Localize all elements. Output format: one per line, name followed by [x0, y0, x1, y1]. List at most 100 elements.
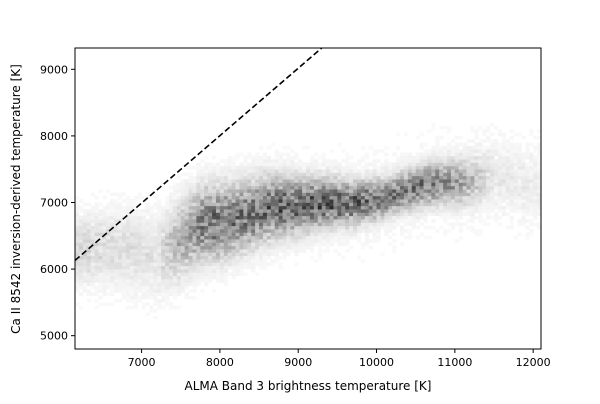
heatmap-cell	[270, 189, 276, 193]
heatmap-cell	[192, 242, 197, 247]
heatmap-cell	[403, 192, 409, 197]
heatmap-cell	[309, 235, 315, 240]
heatmap-cell	[470, 129, 475, 133]
heatmap-cell	[298, 185, 303, 190]
heatmap-cell	[82, 259, 88, 263]
heatmap-cell	[208, 269, 213, 273]
heatmap-cell	[94, 205, 99, 210]
heatmap-cell	[509, 135, 514, 140]
heatmap-cell	[376, 232, 381, 237]
heatmap-cell	[494, 192, 499, 197]
heatmap-cell	[368, 239, 373, 243]
heatmap-cell	[400, 199, 405, 203]
heatmap-cell	[466, 169, 471, 173]
heatmap-cell	[376, 195, 381, 200]
heatmap-cell	[325, 182, 330, 187]
heatmap-cell	[125, 199, 131, 203]
heatmap-cell	[313, 152, 319, 157]
heatmap-cell	[274, 149, 279, 153]
heatmap-cell	[106, 255, 111, 260]
heatmap-cell	[157, 242, 162, 247]
heatmap-cell	[337, 142, 342, 147]
heatmap-cell	[317, 199, 323, 203]
heatmap-cell	[313, 222, 319, 227]
heatmap-cell	[400, 169, 405, 173]
heatmap-cell	[501, 132, 507, 137]
heatmap-cell	[337, 242, 342, 247]
heatmap-cell	[345, 235, 350, 240]
heatmap-cell	[153, 275, 158, 280]
heatmap-cell	[208, 225, 213, 230]
heatmap-cell	[149, 245, 154, 250]
heatmap-cell	[501, 169, 507, 173]
heatmap-cell	[392, 189, 397, 193]
heatmap-cell	[345, 209, 350, 213]
heatmap-cell	[149, 225, 154, 230]
heatmap-cell	[286, 155, 291, 160]
heatmap-cell	[513, 132, 518, 137]
heatmap-cell	[427, 162, 432, 167]
heatmap-cell	[537, 199, 541, 203]
heatmap-cell	[313, 182, 319, 187]
heatmap-cell	[306, 242, 311, 247]
heatmap-cell	[204, 245, 209, 250]
heatmap-cell	[227, 242, 232, 247]
heatmap-cell	[501, 165, 507, 170]
heatmap-cell	[82, 252, 88, 257]
heatmap-cell	[392, 192, 397, 197]
heatmap-cell	[255, 162, 260, 167]
heatmap-cell	[262, 185, 268, 190]
heatmap-cell	[114, 255, 119, 260]
heatmap-cell	[86, 212, 91, 217]
heatmap-cell	[419, 232, 424, 237]
heatmap-cell	[192, 195, 197, 200]
heatmap-cell	[360, 172, 366, 177]
heatmap-cell	[125, 295, 131, 300]
heatmap-cell	[521, 175, 526, 180]
heatmap-cell	[282, 242, 287, 247]
heatmap-cell	[118, 275, 123, 280]
heatmap-cell	[157, 265, 162, 270]
heatmap-cell	[239, 239, 244, 243]
heatmap-cell	[157, 282, 162, 287]
heatmap-cell	[247, 189, 252, 193]
heatmap-cell	[255, 205, 260, 210]
heatmap-cell	[309, 239, 315, 243]
heatmap-cell	[458, 189, 463, 193]
heatmap-cell	[384, 199, 389, 203]
heatmap-cell	[176, 249, 182, 253]
heatmap-cell	[470, 212, 475, 217]
heatmap-cell	[509, 175, 514, 180]
heatmap-cell	[286, 205, 291, 210]
heatmap-cell	[497, 199, 503, 203]
heatmap-cell	[407, 232, 413, 237]
heatmap-cell	[192, 239, 197, 243]
heatmap-cell	[219, 202, 225, 207]
heatmap-cell	[372, 212, 377, 217]
heatmap-cell	[270, 199, 276, 203]
heatmap-cell	[294, 152, 299, 157]
heatmap-cell	[133, 262, 138, 267]
heatmap-cell	[235, 179, 240, 183]
heatmap-cell	[505, 159, 510, 163]
heatmap-cell	[110, 235, 115, 240]
heatmap-cell	[204, 269, 209, 273]
heatmap-cell	[215, 275, 221, 280]
heatmap-cell	[337, 212, 342, 217]
heatmap-cell	[262, 162, 268, 167]
heatmap-cell	[443, 192, 448, 197]
heatmap-cell	[141, 289, 146, 293]
heatmap-cell	[431, 199, 436, 203]
heatmap-cell	[407, 172, 413, 177]
heatmap-cell	[372, 152, 377, 157]
heatmap-cell	[321, 229, 326, 233]
heatmap-cell	[145, 239, 150, 243]
heatmap-cell	[176, 175, 182, 180]
heatmap-cell	[306, 189, 311, 193]
heatmap-cell	[286, 232, 291, 237]
heatmap-cell	[525, 205, 530, 210]
heatmap-cell	[106, 225, 111, 230]
heatmap-cell	[494, 199, 499, 203]
heatmap-cell	[110, 252, 115, 257]
heatmap-cell	[165, 252, 170, 257]
